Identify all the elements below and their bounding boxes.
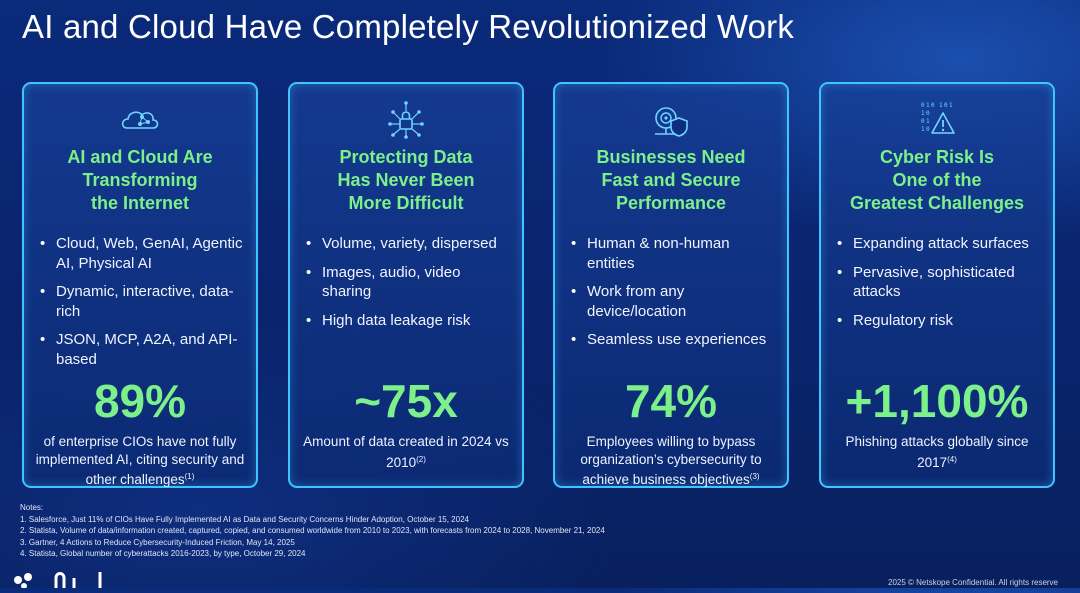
list-item: Seamless use experiences: [567, 330, 777, 350]
bullet-list: Expanding attack surfaces Pervasive, sop…: [833, 234, 1043, 339]
footnote-item: 2. Statista, Volume of data/information …: [20, 526, 605, 535]
svg-text:0: 0: [921, 118, 925, 125]
svg-text:1: 1: [926, 118, 930, 125]
list-item: High data leakage risk: [302, 311, 512, 331]
stat-description-text: Amount of data created in 2024 vs 2010: [303, 434, 509, 470]
lock-network-icon: [384, 98, 428, 142]
list-item: Regulatory risk: [833, 311, 1043, 331]
card-heading: Protecting Data Has Never Been More Diff…: [337, 147, 475, 213]
stat-description-text: of enterprise CIOs have not fully implem…: [35, 434, 245, 487]
footer-copyright: 2025 © Netskope Confidential. All rights…: [888, 578, 1058, 587]
card-heading: AI and Cloud Are Transforming the Intern…: [67, 147, 213, 213]
stat-description: Phishing attacks globally since 2017(4): [827, 433, 1047, 471]
bullet-list: Cloud, Web, GenAI, Agentic AI, Physical …: [36, 234, 246, 378]
svg-text:1: 1: [921, 126, 925, 133]
footnotes: Notes: 1. Salesforce, Just 11% of CIOs H…: [20, 502, 605, 560]
card-heading: Businesses Need Fast and Secure Performa…: [596, 147, 746, 213]
cloud-network-icon: [118, 98, 162, 142]
stat-description: Employees willing to bypass organization…: [561, 433, 781, 489]
list-item: Dynamic, interactive, data-rich: [36, 282, 246, 321]
bullet-list: Volume, variety, dispersed Images, audio…: [302, 234, 512, 339]
slide-title: AI and Cloud Have Completely Revolutioni…: [22, 8, 795, 45]
shield-gauge-icon: [649, 98, 693, 142]
svg-text:0: 0: [944, 102, 948, 109]
list-item: Expanding attack surfaces: [833, 234, 1043, 254]
svg-text:1: 1: [949, 102, 953, 109]
svg-text:0: 0: [926, 126, 930, 133]
bullet-list: Human & non-human entities Work from any…: [567, 234, 777, 359]
svg-text:0: 0: [931, 102, 935, 109]
list-item: Work from any device/location: [567, 282, 777, 321]
svg-text:0: 0: [926, 110, 930, 117]
svg-text:1: 1: [926, 102, 930, 109]
stat-description: of enterprise CIOs have not fully implem…: [30, 433, 250, 489]
list-item: JSON, MCP, A2A, and API-based: [36, 330, 246, 369]
svg-text:1: 1: [939, 102, 943, 109]
footnote-ref: (4): [947, 454, 957, 464]
svg-text:1: 1: [921, 110, 925, 117]
list-item: Pervasive, sophisticated attacks: [833, 263, 1043, 302]
stat-value: 89%: [93, 375, 187, 427]
stat-value: 74%: [624, 375, 718, 427]
footnote-ref: (2): [416, 454, 426, 464]
footnote-ref: (3): [749, 472, 760, 481]
list-item: Cloud, Web, GenAI, Agentic AI, Physical …: [36, 234, 246, 273]
list-item: Volume, variety, dispersed: [302, 234, 512, 254]
footnote-ref: (1): [184, 472, 195, 481]
card-protecting-data: Protecting Data Has Never Been More Diff…: [288, 82, 524, 488]
stat-value: +1,100%: [845, 375, 1029, 427]
stat-description: Amount of data created in 2024 vs 2010(2…: [296, 433, 516, 471]
stat-description-text: Phishing attacks globally since 2017: [845, 434, 1029, 470]
card-businesses-need: Businesses Need Fast and Secure Performa…: [553, 82, 789, 488]
footnote-item: 1. Salesforce, Just 11% of CIOs Have Ful…: [20, 514, 469, 524]
stat-value: ~75x: [354, 375, 458, 427]
card-heading: Cyber Risk Is One of the Greatest Challe…: [849, 147, 1025, 213]
list-item: Images, audio, video sharing: [302, 263, 512, 302]
card-ai-cloud: AI and Cloud Are Transforming the Intern…: [22, 82, 258, 488]
notes-label: Notes:: [20, 503, 44, 512]
svg-text:0: 0: [921, 102, 925, 109]
stat-description-text: Employees willing to bypass organization…: [580, 434, 762, 487]
company-logo: [4, 566, 124, 589]
footnote-item: 4. Statista, Global number of cyberattac…: [20, 549, 306, 558]
list-item: Human & non-human entities: [567, 234, 777, 273]
footnote-item: 3. Gartner, 4 Actions to Reduce Cybersec…: [20, 537, 295, 547]
